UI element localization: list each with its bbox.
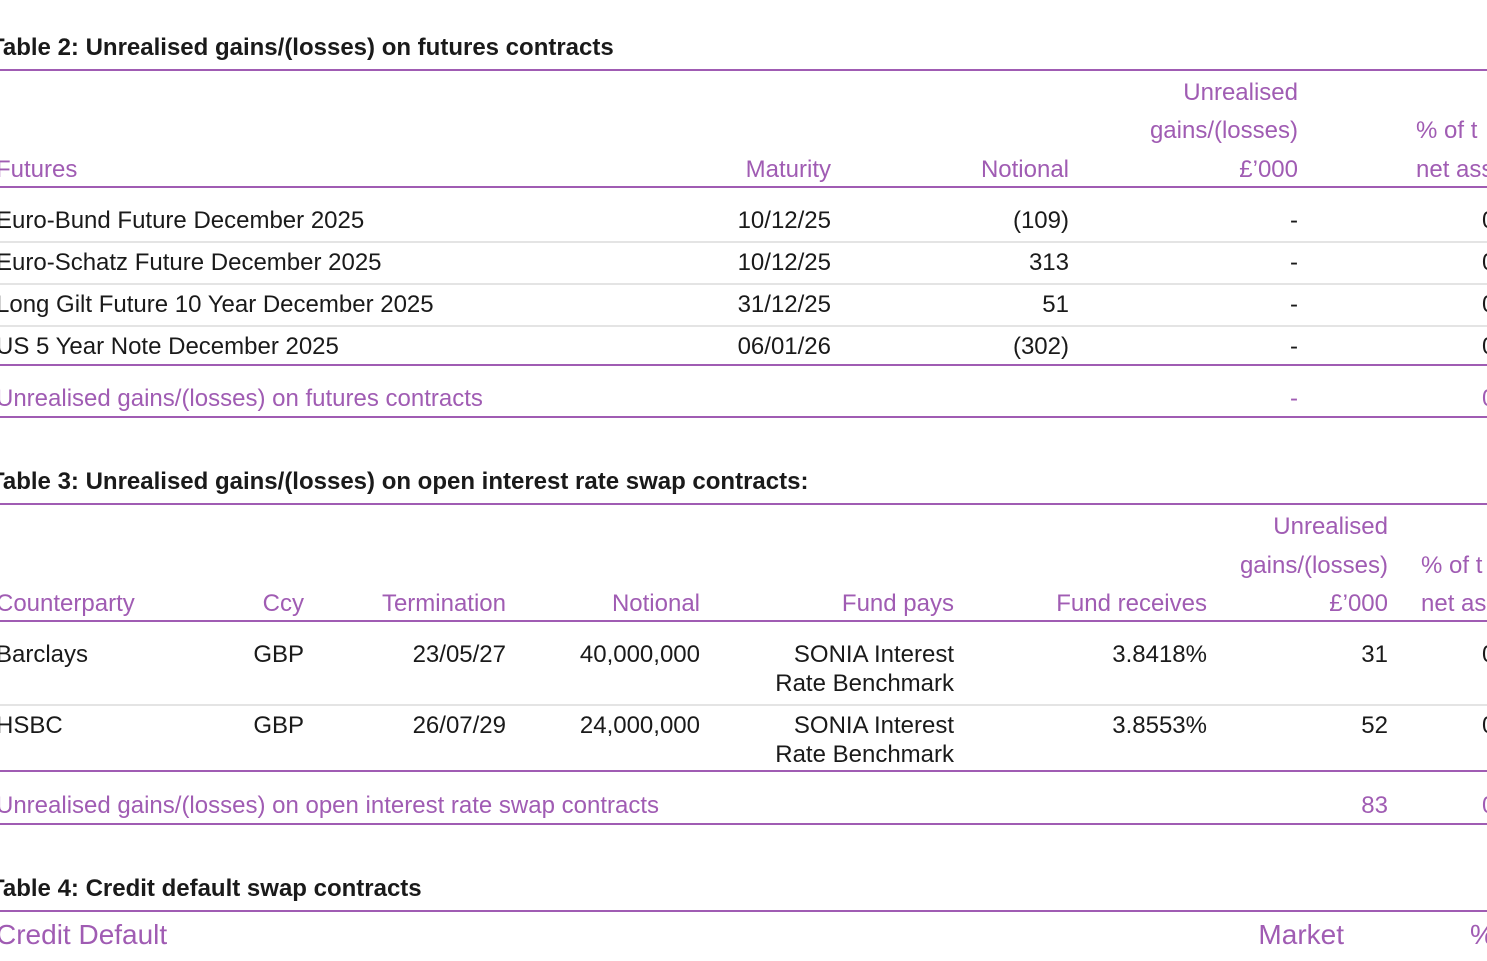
cell: SONIA Interest: [793, 712, 954, 739]
cell: 313: [1028, 249, 1069, 276]
rule: [0, 416, 1487, 418]
cell: (302): [1012, 333, 1069, 360]
cell: 0: [1482, 712, 1487, 740]
column-header: Market: [1258, 919, 1344, 950]
cell: 3.8553%: [1112, 712, 1207, 739]
rule: [0, 770, 1487, 772]
row-rule: [0, 325, 1487, 327]
cell: Rate Benchmark: [775, 670, 954, 697]
cell: SONIA Interest: [793, 641, 954, 668]
cell: 26/07/29: [412, 712, 506, 739]
cell: 0: [1482, 207, 1487, 235]
column-header: net ass: [1416, 156, 1487, 183]
column-header: gains/(losses): [1149, 117, 1298, 144]
cell: 31/12/25: [737, 291, 831, 318]
column-header: Termination: [381, 590, 506, 617]
total-cell: -: [1290, 385, 1298, 412]
cell: (109): [1012, 207, 1069, 234]
column-header: £’000: [1329, 590, 1388, 617]
rule: [0, 364, 1487, 366]
column-header: Unrealised: [1273, 513, 1388, 540]
total-cell: Unrealised gains/(losses) on open intere…: [0, 792, 659, 819]
column-header: gains/(losses): [1239, 552, 1388, 579]
rule: [0, 823, 1487, 825]
column-header: % of t: [1416, 117, 1478, 144]
column-header: % of t: [1421, 552, 1483, 579]
cell: 10/12/25: [737, 249, 831, 276]
row-rule: [0, 241, 1487, 243]
column-header: Fund pays: [841, 590, 954, 617]
row-rule: [0, 704, 1487, 706]
column-header: Futures: [0, 156, 78, 183]
table-title: Table 3: Unrealised gains/(losses) on op…: [0, 468, 809, 495]
rule: [0, 69, 1487, 71]
rule: [0, 186, 1487, 188]
cell: 52: [1361, 712, 1388, 739]
cell: Euro-Schatz Future December 2025: [0, 249, 382, 276]
cell: -: [1290, 249, 1298, 276]
column-header: %: [1470, 921, 1487, 949]
column-header: net ass: [1421, 590, 1487, 617]
cell: 10/12/25: [737, 207, 831, 234]
cell: Long Gilt Future 10 Year December 2025: [0, 291, 434, 318]
column-header: Credit Default: [0, 919, 168, 950]
cell: Rate Benchmark: [775, 741, 954, 768]
cell: 31: [1361, 641, 1388, 668]
cell: 06/01/26: [737, 333, 831, 360]
cell: US 5 Year Note December 2025: [0, 333, 339, 360]
column-header: Unrealised: [1183, 79, 1298, 106]
cell: -: [1290, 207, 1298, 234]
column-header: Counterparty: [0, 590, 135, 617]
cell: -: [1290, 333, 1298, 360]
cell: GBP: [253, 712, 304, 739]
cell: 0: [1482, 333, 1487, 361]
table-title: Table 4: Credit default swap contracts: [0, 875, 422, 902]
cell: 40,000,000: [579, 641, 700, 668]
cell: 3.8418%: [1112, 641, 1207, 668]
rule: [0, 910, 1487, 912]
cell: 51: [1042, 291, 1069, 318]
cell: 0: [1482, 249, 1487, 277]
column-header: Ccy: [262, 590, 304, 617]
rule: [0, 620, 1487, 622]
cell: 23/05/27: [412, 641, 506, 668]
total-cell: 0: [1482, 792, 1487, 820]
column-header: £’000: [1239, 156, 1298, 183]
row-rule: [0, 283, 1487, 285]
cell: Barclays: [0, 641, 89, 668]
cell: 0: [1482, 291, 1487, 319]
cell: Euro-Bund Future December 2025: [0, 207, 365, 234]
column-header: Notional: [980, 156, 1069, 183]
cell: 0: [1482, 641, 1487, 669]
cell: GBP: [253, 641, 304, 668]
column-header: Notional: [611, 590, 700, 617]
cell: -: [1290, 291, 1298, 318]
total-cell: 83: [1361, 792, 1388, 819]
cell: HSBC: [0, 712, 63, 739]
total-cell: Unrealised gains/(losses) on futures con…: [0, 385, 483, 412]
table-title: Table 2: Unrealised gains/(losses) on fu…: [0, 34, 614, 61]
column-header: Maturity: [745, 156, 831, 183]
cell: 24,000,000: [579, 712, 700, 739]
rule: [0, 503, 1487, 505]
column-header: Fund receives: [1056, 590, 1207, 617]
total-cell: 0: [1482, 385, 1487, 413]
